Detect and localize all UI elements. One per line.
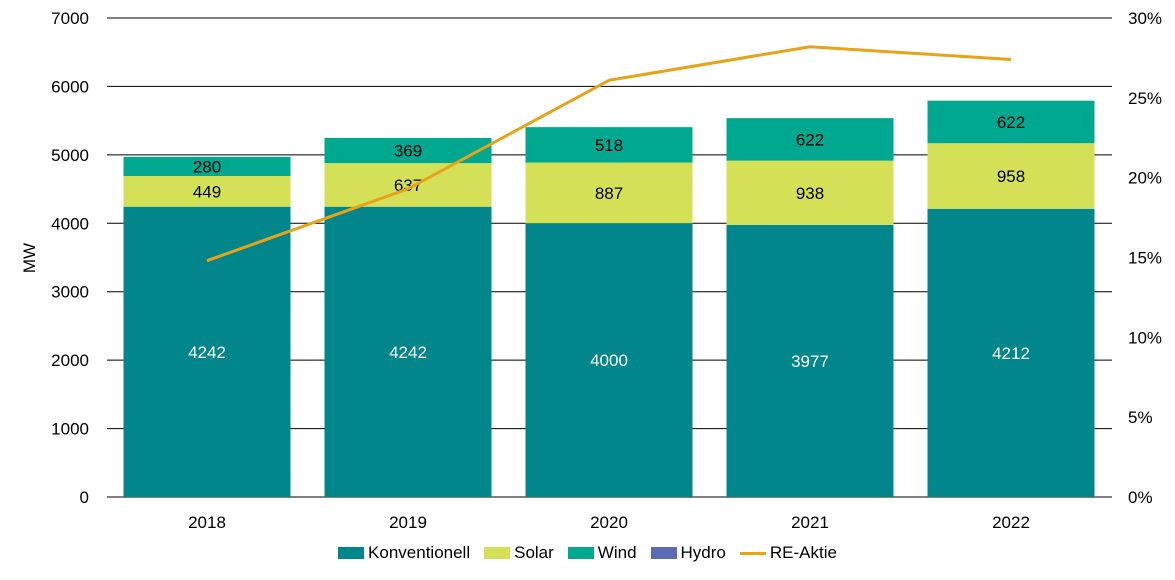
y-tick-label: 7000 xyxy=(51,9,89,28)
bar-konventionell xyxy=(324,206,492,497)
legend-item-re-aktie: RE-Aktie xyxy=(739,543,837,563)
data-label: 449 xyxy=(193,182,221,201)
x-tick-label: 2018 xyxy=(188,513,226,532)
data-label: 4242 xyxy=(389,343,427,362)
y-tick-label: 3000 xyxy=(51,283,89,302)
data-label: 958 xyxy=(997,167,1025,186)
bar-solar xyxy=(324,163,492,207)
bar-solar xyxy=(927,143,1095,209)
y2-tick-label: 20% xyxy=(1128,169,1162,188)
legend-item-solar: Solar xyxy=(484,543,554,563)
y-tick-label: 2000 xyxy=(51,351,89,370)
data-label: 518 xyxy=(595,136,623,155)
bar-solar xyxy=(525,162,693,224)
data-label: 280 xyxy=(193,157,221,176)
legend-swatch xyxy=(567,547,594,559)
legend-label: Hydro xyxy=(680,543,726,562)
bar-solar xyxy=(123,176,291,207)
y2-tick-label: 0% xyxy=(1128,488,1153,507)
data-label: 622 xyxy=(997,113,1025,132)
bar-konventionell xyxy=(927,208,1095,497)
legend-swatch xyxy=(739,551,766,555)
data-labels: 4242449280424263736940008875183977938622… xyxy=(188,113,1030,371)
data-label: 887 xyxy=(595,184,623,203)
bar-wind xyxy=(726,118,894,161)
y2-tick-label: 10% xyxy=(1128,328,1162,347)
y-axis-label: MW xyxy=(20,243,39,273)
legend-swatch xyxy=(650,547,677,559)
data-label: 4212 xyxy=(992,344,1030,363)
legend-label: RE-Aktie xyxy=(769,543,837,562)
legend-item-hydro: Hydro xyxy=(650,543,726,563)
bar-konventionell xyxy=(525,223,693,498)
bar-stacks xyxy=(123,100,1095,498)
bar-wind xyxy=(123,156,291,177)
y-tick-label: 6000 xyxy=(51,77,89,96)
x-tick-label: 2022 xyxy=(992,513,1030,532)
re-aktie-line xyxy=(206,45,1012,263)
legend-swatch xyxy=(338,547,365,559)
y-tick-label: 4000 xyxy=(51,214,89,233)
x-tick-label: 2021 xyxy=(791,513,829,532)
bar-konventionell xyxy=(123,206,291,497)
y2-tick-label: 5% xyxy=(1128,408,1153,427)
data-label: 4000 xyxy=(590,351,628,370)
bar-wind xyxy=(525,127,693,163)
legend-swatch xyxy=(484,547,511,559)
legend: Konventionell Solar Wind Hydro RE-Aktie xyxy=(0,543,1175,563)
legend-item-konventionell: Konventionell xyxy=(338,543,470,563)
legend-label: Konventionell xyxy=(368,543,471,562)
x-tick-label: 2020 xyxy=(590,513,628,532)
y-tick-label: 5000 xyxy=(51,146,89,165)
data-label: 369 xyxy=(394,142,422,161)
data-label: 622 xyxy=(796,130,824,149)
data-label: 938 xyxy=(796,184,824,203)
data-label: 3977 xyxy=(791,352,829,371)
bar-solar xyxy=(726,160,894,225)
y-tick-label: 0 xyxy=(80,488,89,507)
y2-tick-label: 30% xyxy=(1128,9,1162,28)
bar-konventionell xyxy=(726,224,894,498)
axes: 0 1000 2000 3000 4000 5000 6000 7000 0% 5% 10% 15% 2… xyxy=(20,9,1162,532)
y2-tick-label: 25% xyxy=(1128,89,1162,108)
re-aktie-line-path xyxy=(206,45,1012,263)
legend-label: Solar xyxy=(514,543,554,562)
x-tick-label: 2019 xyxy=(389,513,427,532)
data-label: 4242 xyxy=(188,343,226,362)
legend-label: Wind xyxy=(597,543,637,562)
y2-tick-label: 15% xyxy=(1128,249,1162,268)
y-tick-label: 1000 xyxy=(51,420,89,439)
legend-item-wind: Wind xyxy=(567,543,637,563)
bar-wind xyxy=(927,100,1095,144)
